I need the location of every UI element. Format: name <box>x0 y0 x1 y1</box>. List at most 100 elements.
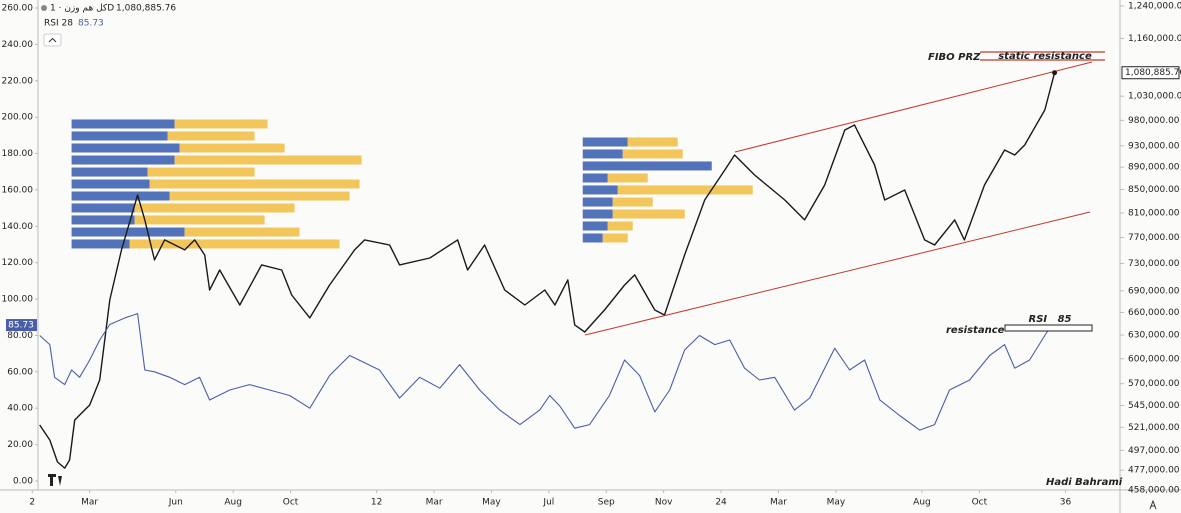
indicator-value: 85.73 <box>78 19 104 29</box>
annotation: FIBO PRZ <box>928 52 981 63</box>
volume-buy <box>582 149 623 159</box>
volume-buy <box>71 143 180 153</box>
resistance-box <box>1004 324 1093 332</box>
volume-buy <box>71 179 150 189</box>
y2-tick-label: 100.00 <box>2 295 34 305</box>
collapse-button[interactable] <box>43 33 62 47</box>
volume-sell <box>134 203 295 213</box>
y-tick-label: 770,000.00 <box>1128 233 1180 243</box>
x-tick-label: Oct <box>283 498 299 508</box>
channel-lower <box>584 211 1091 336</box>
volume-sell <box>129 239 340 249</box>
x-tick-label: May <box>827 498 846 508</box>
volume-sell <box>167 131 255 141</box>
y-tick-label: 810,000.00 <box>1128 208 1180 218</box>
x-tick-label: Sep <box>598 498 615 508</box>
y-tick-label: 930,000.00 <box>1128 141 1180 151</box>
y-tick-label: 521,000.00 <box>1128 423 1180 433</box>
y-tick-label: 477,000.00 <box>1128 466 1180 476</box>
y2-tick-label: 120.00 <box>2 258 34 268</box>
y-tick-label: 497,000.00 <box>1128 446 1180 456</box>
volume-buy <box>582 233 603 243</box>
volume-buy <box>582 221 608 231</box>
price-line <box>39 72 1056 469</box>
volume-sell <box>612 197 653 207</box>
volume-buy <box>582 197 613 207</box>
volume-buy <box>582 185 618 195</box>
volume-buy <box>71 239 130 249</box>
y-tick-label: 690,000.00 <box>1128 286 1180 296</box>
volume-buy <box>582 161 712 171</box>
volume-sell <box>607 173 648 183</box>
y-tick-label: 545,000.00 <box>1128 401 1180 411</box>
current-badge <box>6 319 37 332</box>
auto-scale-icon[interactable] <box>1149 499 1157 510</box>
volume-buy <box>71 203 135 213</box>
x-tick-label: Nov <box>655 498 673 508</box>
volume-sell <box>174 119 268 129</box>
x-tick-label: Oct <box>972 498 988 508</box>
annotation: RSI 85 <box>1029 314 1072 325</box>
y-tick-label: 1,240,000.00 <box>1128 2 1181 12</box>
y2-tick-label: 140.00 <box>2 222 34 232</box>
volume-sell <box>147 167 255 177</box>
x-tick-label: 24 <box>715 498 727 508</box>
volume-sell <box>134 215 265 225</box>
symbol-title: کل هم وزن · 1D <box>50 4 114 14</box>
y-tick-label: 980,000.00 <box>1128 116 1180 126</box>
volume-sell <box>179 143 285 153</box>
x-tick-label: 2 <box>29 498 35 508</box>
y2-tick-label: 200.00 <box>2 113 34 123</box>
volume-sell <box>184 227 300 237</box>
y2-tick-label: 180.00 <box>2 149 34 159</box>
y2-tick-label: 220.00 <box>2 76 34 86</box>
volume-buy <box>71 155 175 165</box>
x-tick-label: Mar <box>770 498 787 508</box>
x-tick-label: 36 <box>1060 498 1072 508</box>
y2-tick-label: 20.00 <box>7 440 33 450</box>
y2-tick-label: 40.00 <box>7 404 33 414</box>
collapse-icon <box>48 37 57 43</box>
x-tick-label: Mar <box>81 498 98 508</box>
y2-tick-label: 260.00 <box>2 4 34 14</box>
y-tick-label: 890,000.00 <box>1128 163 1180 173</box>
y2-tick-label: 0.00 <box>13 477 33 487</box>
logo <box>48 474 62 486</box>
volume-sell <box>602 233 628 243</box>
x-tick-label: Jul <box>542 498 554 508</box>
y-tick-label: 1,160,000.00 <box>1128 34 1181 44</box>
y-tick-label: 1,030,000.00 <box>1128 92 1181 102</box>
volume-sell <box>612 209 685 219</box>
x-tick-label: Jun <box>168 498 183 508</box>
x-tick-label: Aug <box>224 498 242 508</box>
indicator-title: RSI 28 <box>44 19 73 29</box>
volume-buy <box>71 191 170 201</box>
volume-buy <box>582 137 628 147</box>
y-tick-label: 630,000.00 <box>1128 331 1180 341</box>
current-label: 85.73 <box>8 321 34 331</box>
x-tick-label: Aug <box>913 498 931 508</box>
volume-buy <box>71 131 168 141</box>
annotation: resistance <box>946 325 1005 336</box>
x-tick-label: May <box>482 498 501 508</box>
y2-tick-label: 80.00 <box>7 331 33 341</box>
rsi-line <box>39 313 1053 431</box>
volume-sell <box>622 149 683 159</box>
plot-area <box>39 72 1056 469</box>
y2-tick-label: 240.00 <box>2 40 34 50</box>
volume-buy <box>71 167 148 177</box>
x-tick-label: Mar <box>426 498 443 508</box>
last-point <box>1052 70 1058 76</box>
volume-buy <box>71 227 185 237</box>
y2-tick-label: 60.00 <box>7 367 33 377</box>
volume-buy <box>582 173 608 183</box>
y2-tick-label: 160.00 <box>2 185 34 195</box>
y-tick-label: 850,000.00 <box>1128 185 1180 195</box>
x-tick-label: 12 <box>371 498 382 508</box>
volume-sell <box>174 155 362 165</box>
channel-upper <box>734 61 1093 153</box>
volume-buy <box>71 215 135 225</box>
y-tick-label: 570,000.00 <box>1128 379 1180 389</box>
